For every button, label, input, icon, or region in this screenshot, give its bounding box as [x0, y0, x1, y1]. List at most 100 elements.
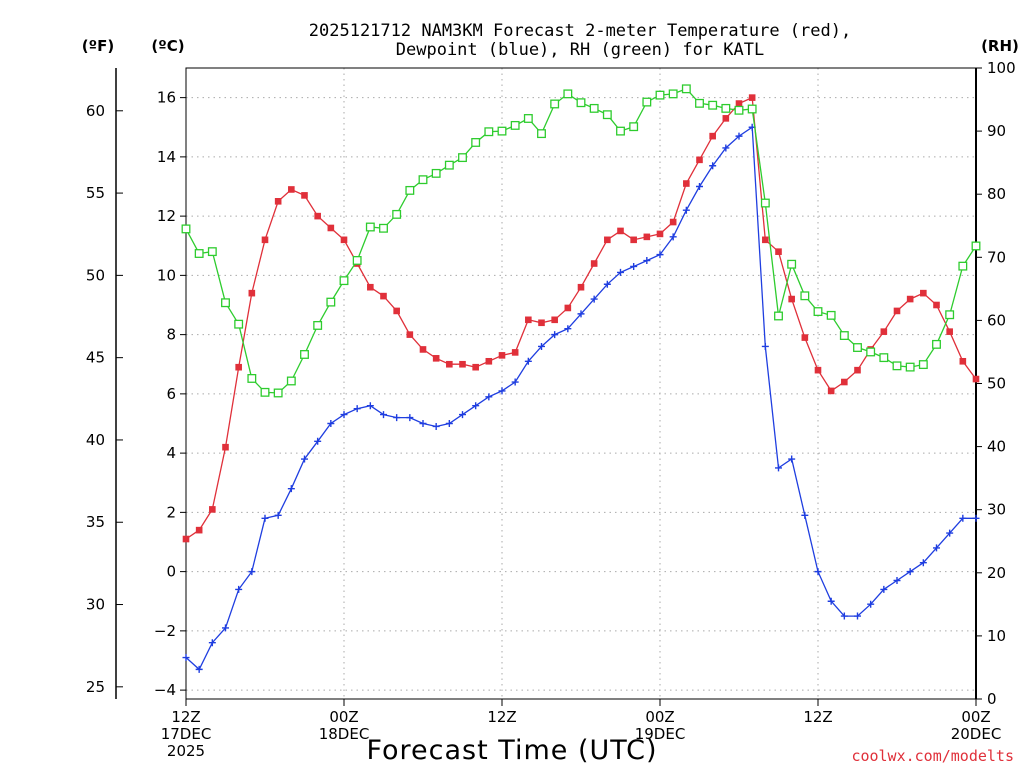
- data-point: [827, 597, 835, 605]
- data-point: [365, 222, 375, 232]
- data-point: [709, 132, 716, 140]
- x-tick-label: 00Z: [329, 708, 358, 726]
- data-point: [762, 236, 769, 244]
- data-point: [432, 422, 440, 430]
- data-point: [971, 241, 981, 251]
- data-point: [656, 230, 664, 238]
- data-point: [472, 402, 480, 410]
- data-point: [800, 291, 810, 301]
- data-point: [589, 103, 599, 113]
- data-point: [446, 360, 453, 368]
- data-point: [668, 89, 678, 99]
- fahrenheit-tick-label: 25: [86, 678, 105, 696]
- data-point: [814, 366, 822, 374]
- data-point: [393, 414, 401, 422]
- credit-text: coolwx.com/modelts: [851, 747, 1014, 765]
- data-point: [839, 331, 849, 340]
- celsius-tick-label: 4: [166, 444, 176, 462]
- data-point: [235, 585, 243, 593]
- series-line: [185, 96, 977, 540]
- fahrenheit-tick-label: 45: [86, 349, 105, 367]
- data-point: [511, 349, 519, 356]
- data-point: [906, 295, 914, 303]
- data-point: [182, 535, 190, 543]
- data-point: [629, 122, 639, 132]
- data-point: [577, 310, 585, 318]
- fahrenheit-unit-label: (ºF): [82, 37, 114, 55]
- data-point: [510, 120, 520, 130]
- data-point: [445, 419, 453, 427]
- data-point: [313, 320, 323, 330]
- x-tick-label: 12Z: [487, 708, 516, 726]
- data-point: [406, 331, 414, 338]
- data-point: [681, 84, 691, 94]
- data-point: [840, 612, 848, 620]
- data-point: [959, 514, 967, 522]
- x-tick-label: 12Z: [171, 708, 200, 726]
- data-point: [642, 97, 652, 107]
- data-point: [247, 374, 257, 383]
- data-point: [788, 455, 796, 463]
- x-tick-label: 00Z: [645, 708, 674, 726]
- fahrenheit-tick-label: 55: [86, 184, 105, 202]
- data-point: [893, 577, 901, 585]
- celsius-tick-label: 8: [166, 326, 176, 344]
- data-point: [195, 526, 203, 534]
- data-point: [616, 126, 625, 136]
- data-point: [261, 236, 269, 244]
- data-point: [418, 175, 428, 185]
- rh-tick-label: 60: [987, 311, 1006, 329]
- data-point: [222, 624, 229, 632]
- data-point: [564, 325, 572, 333]
- data-point: [867, 600, 875, 608]
- data-point: [353, 405, 361, 413]
- x-tick-label: 18DEC: [319, 725, 370, 743]
- data-point: [879, 353, 889, 363]
- celsius-tick-label: 14: [157, 148, 176, 166]
- data-point: [708, 100, 718, 110]
- fahrenheit-tick-label: 50: [86, 266, 105, 284]
- data-point: [722, 115, 730, 122]
- data-point: [972, 514, 980, 522]
- data-point: [392, 209, 402, 219]
- data-point: [274, 511, 282, 519]
- celsius-tick-label: 12: [157, 207, 176, 225]
- data-point: [287, 485, 295, 493]
- data-point: [735, 132, 743, 140]
- data-point: [854, 612, 861, 620]
- data-point: [380, 411, 387, 419]
- rh-tick-label: 90: [987, 122, 1006, 140]
- celsius-tick-label: −2: [154, 622, 176, 640]
- data-point: [498, 352, 506, 359]
- data-point: [472, 363, 479, 371]
- data-point: [393, 307, 400, 315]
- rh-tick-label: 100: [987, 59, 1016, 77]
- data-point: [537, 129, 546, 139]
- data-point: [458, 153, 467, 163]
- fahrenheit-tick-label: 35: [86, 513, 105, 531]
- chart-title-line2: Dewpoint (blue), RH (green) for KATL: [396, 40, 764, 60]
- data-point: [525, 316, 532, 324]
- data-point: [775, 464, 782, 472]
- data-point: [273, 388, 283, 398]
- data-point: [485, 357, 493, 365]
- data-point: [590, 295, 598, 303]
- data-point: [431, 168, 441, 178]
- data-point: [419, 346, 427, 353]
- data-point: [300, 350, 309, 359]
- data-point: [905, 362, 915, 372]
- data-point: [551, 316, 558, 324]
- data-point: [248, 289, 256, 297]
- data-point: [234, 319, 244, 329]
- data-point: [958, 261, 968, 271]
- data-point: [696, 182, 703, 190]
- rh-tick-label: 30: [987, 501, 1006, 519]
- data-point: [933, 544, 940, 552]
- data-point: [524, 357, 532, 365]
- data-point: [747, 104, 757, 114]
- data-point: [485, 393, 493, 401]
- data-point: [880, 328, 888, 335]
- data-point: [274, 198, 282, 205]
- data-point: [853, 343, 862, 352]
